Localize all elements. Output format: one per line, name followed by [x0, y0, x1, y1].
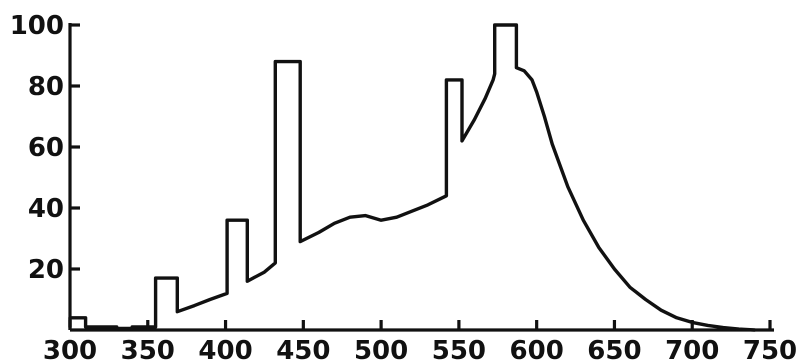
y-tick-label: 40 [28, 194, 64, 224]
chart-axes [68, 23, 774, 332]
y-tick-label: 20 [28, 255, 64, 285]
y-tick-label: 80 [28, 72, 64, 102]
x-tick-label: 650 [587, 336, 641, 364]
x-tick-label: 600 [510, 336, 564, 364]
y-tick-label: 100 [10, 11, 64, 41]
y-axis-ticks: 20 40 60 80 100 [10, 11, 80, 285]
y-tick-label: 60 [28, 133, 64, 163]
x-tick-label: 500 [354, 336, 408, 364]
x-tick-label: 300 [43, 336, 97, 364]
x-tick-label: 350 [121, 336, 175, 364]
x-tick-label: 450 [276, 336, 330, 364]
x-tick-label: 700 [665, 336, 719, 364]
x-axis-ticks: 300 350 400 450 500 550 600 650 700 750 [43, 320, 797, 364]
x-tick-label: 550 [432, 336, 486, 364]
spectrum-line [68, 23, 757, 332]
x-tick-label: 750 [743, 336, 797, 364]
x-tick-label: 400 [198, 336, 252, 364]
plot-area [68, 23, 757, 332]
